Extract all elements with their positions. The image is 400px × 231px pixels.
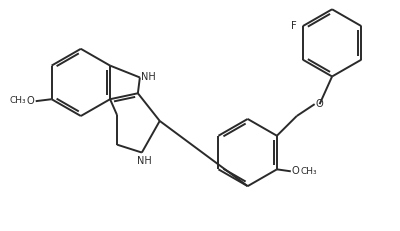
Text: O: O (27, 96, 35, 106)
Text: CH₃: CH₃ (10, 96, 26, 105)
Text: NH: NH (138, 156, 152, 167)
Text: CH₃: CH₃ (300, 167, 317, 176)
Text: NH: NH (142, 73, 156, 82)
Text: O: O (316, 99, 324, 109)
Text: O: O (292, 166, 300, 176)
Text: F: F (291, 21, 297, 31)
